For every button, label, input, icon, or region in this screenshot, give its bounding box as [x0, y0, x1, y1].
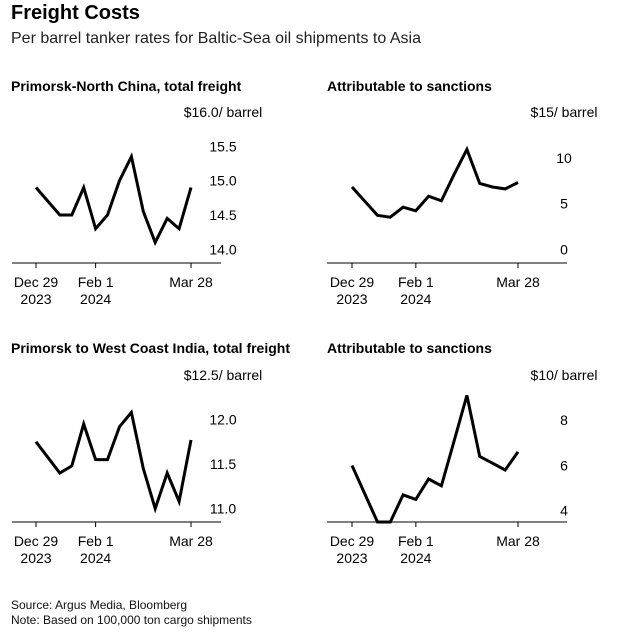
y-tick-label: 6 — [560, 457, 568, 473]
y-tick-label: 15.0 — [209, 173, 236, 189]
x-tick-label: Dec 29 — [330, 274, 375, 290]
chart-title: Attributable to sanctions — [327, 78, 492, 94]
x-tick-label: Feb 1 — [78, 274, 114, 290]
y-tick-label: $10/ barrel — [531, 367, 598, 383]
x-tick-label-year: 2024 — [400, 550, 431, 566]
y-tick-label: $16.0/ barrel — [184, 104, 263, 120]
x-tick-label-year: 2023 — [20, 550, 51, 566]
page-title: Freight Costs — [11, 2, 140, 24]
series-line — [34, 409, 193, 514]
chart-title: Attributable to sanctions — [327, 340, 492, 356]
y-tick-label: 15.5 — [209, 138, 236, 154]
x-tick-label-year: 2024 — [400, 291, 431, 307]
x-tick-label: Feb 1 — [78, 533, 114, 549]
chart-panel-4: Attributable to sanctions 4 6 8 $10/ barrel D… — [327, 340, 597, 566]
series-line — [34, 152, 193, 247]
x-tick-label: Mar 28 — [169, 274, 213, 290]
x-tick-label: Feb 1 — [398, 274, 434, 290]
y-tick-label: 14.5 — [209, 207, 236, 223]
x-tick-label-year: 2023 — [336, 291, 367, 307]
y-tick-label: 10 — [556, 150, 572, 166]
x-tick-label: Mar 28 — [169, 533, 213, 549]
y-tick-label: 14.0 — [209, 241, 236, 257]
chart-panel-3: Primorsk to West Coast India, total frei… — [11, 340, 290, 566]
x-tick-label: Dec 29 — [14, 533, 59, 549]
chart-panel-1: Primorsk-North China, total freight 14.0 1… — [11, 78, 262, 307]
page-subtitle: Per barrel tanker rates for Baltic-Sea o… — [11, 30, 421, 47]
y-tick-label: $12.5/ barrel — [184, 367, 263, 383]
x-tick-label: Feb 1 — [398, 533, 434, 549]
y-tick-label: $15/ barrel — [531, 104, 598, 120]
chart-panel-2: Attributable to sanctions 0 5 10 $15/ barrel… — [327, 78, 597, 307]
y-tick-label: 4 — [560, 503, 568, 519]
series-line — [350, 394, 520, 524]
y-tick-label: 0 — [560, 241, 568, 257]
y-tick-label: 11.5 — [210, 456, 236, 472]
y-tick-label: 5 — [560, 196, 568, 212]
y-tick-label: 11.0 — [210, 501, 236, 517]
source-note: Source: Argus Media, Bloomberg — [11, 598, 188, 612]
x-tick-label: Mar 28 — [496, 274, 540, 290]
x-tick-label-year: 2024 — [80, 291, 111, 307]
series-line — [350, 145, 519, 219]
x-tick-label-year: 2023 — [336, 550, 367, 566]
x-tick-label-year: 2024 — [80, 550, 111, 566]
chart-title: Primorsk-North China, total freight — [11, 78, 242, 94]
x-tick-label: Mar 28 — [496, 533, 540, 549]
y-tick-label: 12.0 — [209, 412, 236, 428]
x-tick-label-year: 2023 — [20, 291, 51, 307]
x-tick-label: Dec 29 — [14, 274, 59, 290]
x-tick-label: Dec 29 — [330, 533, 375, 549]
chart-title: Primorsk to West Coast India, total frei… — [11, 340, 290, 356]
y-tick-label: 8 — [560, 412, 568, 428]
footnote: Note: Based on 100,000 ton cargo shipmen… — [11, 613, 252, 627]
